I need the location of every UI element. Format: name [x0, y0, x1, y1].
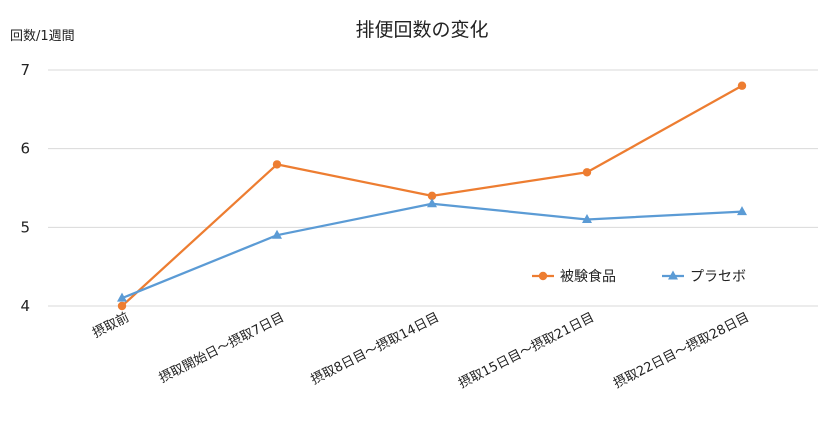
series-1 [117, 198, 747, 302]
chart-title: 排便回数の変化 [355, 19, 488, 41]
legend-item: プラセボ [662, 269, 746, 285]
legend-label: プラセボ [690, 269, 746, 285]
series-0 [117, 81, 747, 311]
x-tick-label: 摂取22日目～摂取28日目 [611, 309, 752, 391]
data-point [272, 160, 282, 169]
y-tick-label: 4 [20, 297, 30, 315]
series-line [121, 202, 743, 300]
data-point [427, 191, 437, 201]
legend-marker [668, 270, 678, 280]
gridlines [48, 69, 818, 307]
x-tick-label: 摂取15日目～摂取21日目 [456, 309, 597, 391]
y-tick-label: 6 [20, 140, 30, 158]
data-point [117, 292, 127, 302]
data-point [582, 213, 592, 223]
data-point [427, 198, 437, 208]
y-axis-label: 回数/1週間 [10, 29, 75, 44]
legend-marker [538, 271, 548, 281]
data-point [272, 229, 282, 239]
x-tick-label: 摂取開始日～摂取7日目 [156, 309, 286, 386]
x-tick-label: 摂取前 [90, 309, 132, 341]
data-point [737, 81, 747, 90]
x-tick-labels: 摂取前 摂取開始日～摂取7日目 摂取8日目～摂取14日目 摂取15日目～摂取21日目摂… [90, 309, 752, 391]
legend-item: 被験食品 [532, 268, 616, 285]
data-point [117, 301, 127, 311]
legend-label: 被験食品 [560, 268, 616, 285]
x-tick-label: 摂取8日目～摂取14日目 [308, 309, 442, 388]
y-tick-labels: 4 5 6 7 [20, 61, 30, 315]
legend: 被験食品 プラセボ [532, 268, 746, 285]
series-group [117, 81, 747, 311]
y-tick-label: 5 [20, 218, 30, 236]
data-point [737, 206, 747, 216]
y-tick-label: 7 [20, 61, 30, 79]
data-point [582, 168, 592, 177]
